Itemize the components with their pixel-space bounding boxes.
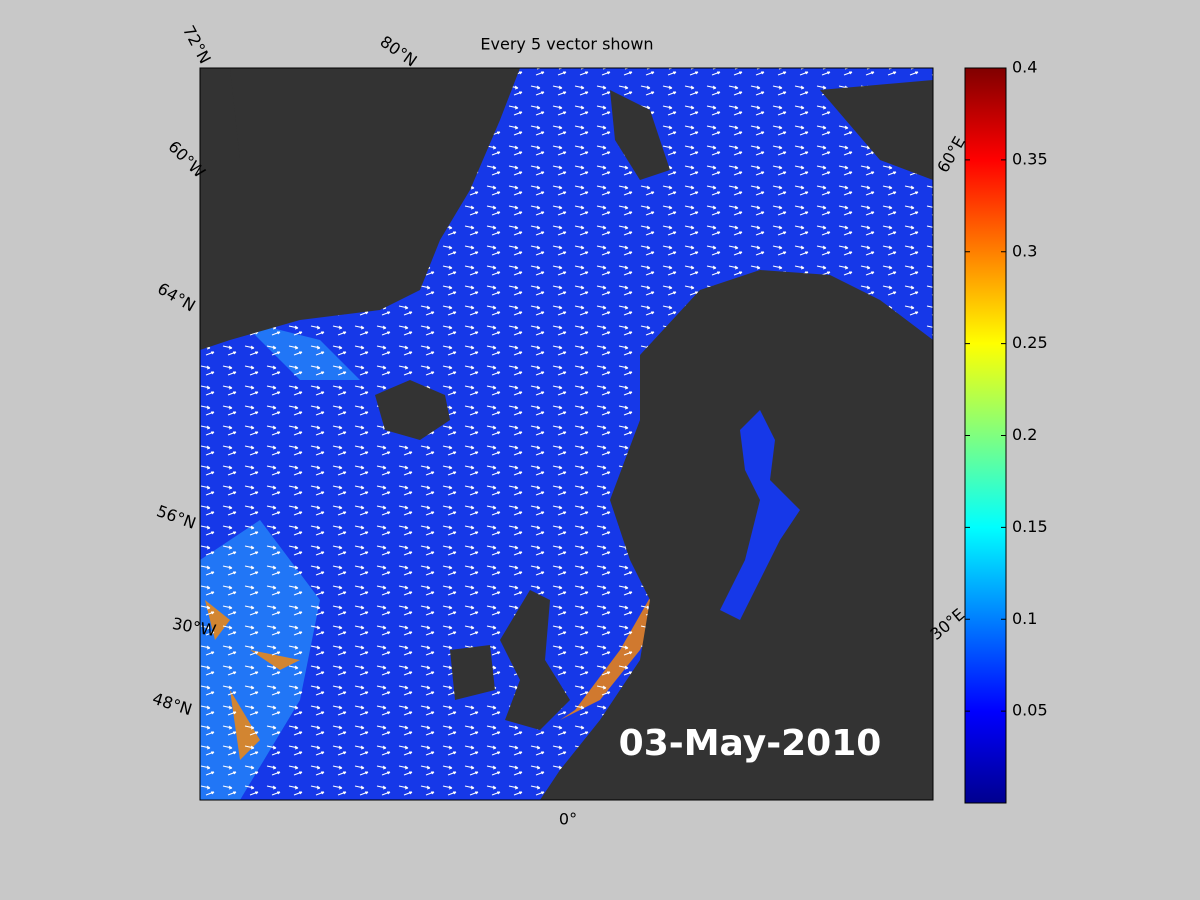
colorbar-tick-label: 0.1 xyxy=(1012,609,1037,628)
map xyxy=(200,68,933,800)
colorbar-tick-label: 0.15 xyxy=(1012,517,1048,536)
arctic-islands xyxy=(610,80,933,180)
graticule-label: 0° xyxy=(559,810,577,829)
colorbar-tick-label: 0.35 xyxy=(1012,149,1048,168)
colorbar-tick-label: 0.25 xyxy=(1012,333,1048,352)
map-frame xyxy=(199,67,934,801)
baltic xyxy=(720,410,800,620)
colorbar xyxy=(964,67,1007,804)
colorbar-tick-label: 0.3 xyxy=(1012,241,1037,260)
scandinavia-europe xyxy=(540,270,933,800)
date-label: 03-May-2010 xyxy=(619,723,882,764)
british-isles xyxy=(450,590,570,730)
colorbar-tick-label: 0.2 xyxy=(1012,425,1037,444)
greenland xyxy=(200,68,520,350)
colorbar-tick-label: 0.4 xyxy=(1012,58,1037,77)
iceland xyxy=(375,380,450,440)
map-title: Every 5 vector shown xyxy=(480,35,653,54)
colorbar-tick-label: 0.05 xyxy=(1012,701,1048,720)
canada xyxy=(200,68,240,200)
